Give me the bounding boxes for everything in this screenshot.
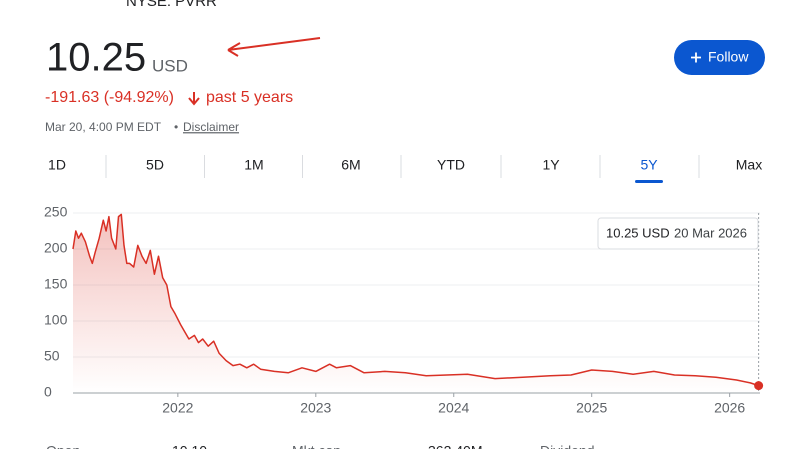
y-tick-label: 250: [44, 204, 68, 220]
timestamp: Mar 20, 4:00 PM EDT: [45, 120, 162, 134]
plus-icon[interactable]: [691, 52, 701, 63]
x-tick-label: 2024: [438, 400, 469, 416]
tab[interactable]: 1D: [48, 157, 66, 173]
change: -191.63 (-94.92%): [45, 89, 174, 106]
tab[interactable]: 5D: [146, 157, 164, 173]
tab[interactable]: 1M: [244, 157, 263, 173]
stat: 10.10: [172, 443, 207, 449]
currency: USD: [152, 56, 188, 75]
tab[interactable]: 6M: [341, 157, 360, 173]
follow-bg[interactable]: [674, 40, 765, 75]
tooltip-box: [597, 217, 759, 250]
area: [73, 214, 759, 393]
stats: Open 10.10 Mkt cap 362.40M Dividend: [46, 443, 594, 449]
ticker: NYSE: PVRR: [126, 0, 217, 10]
last-point: [754, 381, 764, 391]
price-line: [72, 213, 759, 387]
tab[interactable]: 5Y: [640, 157, 658, 173]
follow-button[interactable]: Follow: [674, 40, 765, 75]
stat: Mkt cap: [292, 443, 341, 449]
period: past 5 years: [206, 89, 293, 106]
price: 10.25: [46, 36, 146, 80]
tab[interactable]: YTD: [437, 157, 465, 173]
x-tick-label: 2025: [576, 400, 607, 416]
tab[interactable]: 1Y: [542, 157, 560, 173]
tooltip-price: 10.25 USD: [606, 225, 670, 240]
stat: Open: [46, 443, 80, 449]
x-tick-label: 2026: [714, 400, 745, 416]
stat: Dividend: [540, 443, 594, 449]
x-tick-label: 2023: [300, 400, 331, 416]
follow-label[interactable]: Follow: [708, 49, 749, 65]
y-tick-label: 50: [44, 348, 60, 364]
x-tick-label: 2022: [162, 400, 193, 416]
tab-underline: [635, 180, 663, 183]
stat: 362.40M: [428, 443, 482, 449]
tooltip-date: 20 Mar 2026: [674, 225, 747, 240]
y-tick-label: 100: [44, 312, 68, 328]
tab[interactable]: Max: [736, 157, 762, 173]
disclaimer[interactable]: Disclaimer: [183, 120, 239, 134]
down-arrow: [188, 92, 200, 106]
annotation-arrow: [227, 37, 321, 57]
tabs: 1D 5D 1M 6M YTD 1Y 5Y Max: [48, 155, 762, 183]
y-tick-label: 0: [44, 384, 52, 400]
y-tick-label: 150: [44, 276, 68, 292]
y-tick-label: 200: [44, 240, 68, 256]
dot: •: [174, 120, 178, 134]
chart: 0 50 100 150 200 250 2022 2023 2024 2025 2026 10.25…: [44, 204, 764, 416]
